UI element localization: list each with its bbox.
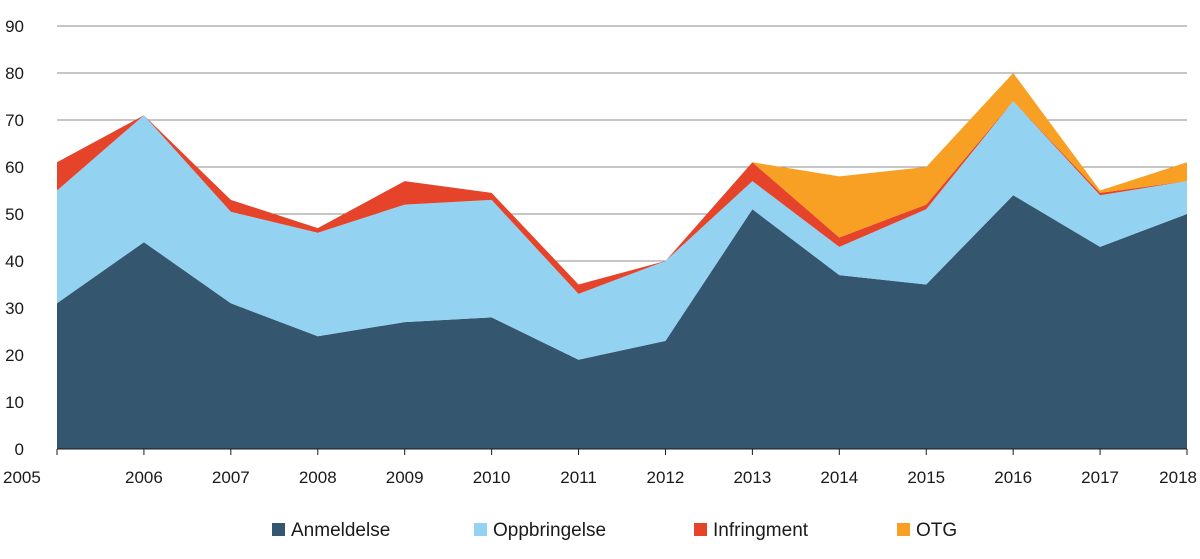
x-tick-label: 2015 [907, 468, 945, 487]
x-tick-label: 2008 [299, 468, 337, 487]
x-tick-label: 2013 [733, 468, 771, 487]
legend-item-oppbringelse: Oppbringelse [474, 520, 606, 541]
x-tick-label: 2018 [1159, 468, 1197, 487]
legend-label: Oppbringelse [493, 520, 606, 541]
x-tick-label: 2010 [473, 468, 511, 487]
y-tick-label: 10 [5, 393, 24, 412]
x-tick-label: 2007 [212, 468, 250, 487]
x-tick-label: 2016 [994, 468, 1032, 487]
y-axis: 0 10 20 30 40 50 60 70 80 90 [5, 17, 24, 459]
area-series-anmeldelse [57, 195, 1187, 449]
x-tick-label: 2006 [125, 468, 163, 487]
area-series-oppbringelse [57, 101, 1187, 360]
legend-swatch [474, 523, 487, 536]
x-tick-label: 2009 [386, 468, 424, 487]
legend: Anmeldelse Oppbringelse Infringment OTG [272, 520, 957, 541]
x-axis: 2005 2006 2007 2008 2009 2010 2011 2012 2013 2014… [3, 448, 1197, 487]
x-tick-label: 2005 [3, 468, 41, 487]
legend-item-otg: OTG [897, 520, 957, 541]
area-series [57, 73, 1187, 449]
legend-swatch [694, 523, 707, 536]
x-tick-label: 2012 [647, 468, 685, 487]
y-tick-label: 0 [15, 440, 24, 459]
y-tick-label: 30 [5, 299, 24, 318]
y-tick-label: 20 [5, 346, 24, 365]
legend-label: Infringment [713, 520, 809, 541]
legend-swatch [272, 523, 285, 536]
legend-label: Anmeldelse [291, 520, 390, 541]
y-tick-label: 40 [5, 252, 24, 271]
y-tick-label: 60 [5, 158, 24, 177]
y-tick-label: 50 [5, 205, 24, 224]
x-tick-label: 2014 [820, 468, 858, 487]
y-tick-label: 70 [5, 111, 24, 130]
legend-label: OTG [916, 520, 957, 541]
x-tick-label: 2017 [1081, 468, 1119, 487]
y-tick-label: 90 [5, 17, 24, 36]
legend-item-anmeldelse: Anmeldelse [272, 520, 390, 541]
legend-item-infringment: Infringment [694, 520, 809, 541]
y-tick-label: 80 [5, 64, 24, 83]
x-tick-label: 2011 [560, 468, 597, 487]
legend-swatch [897, 523, 910, 536]
